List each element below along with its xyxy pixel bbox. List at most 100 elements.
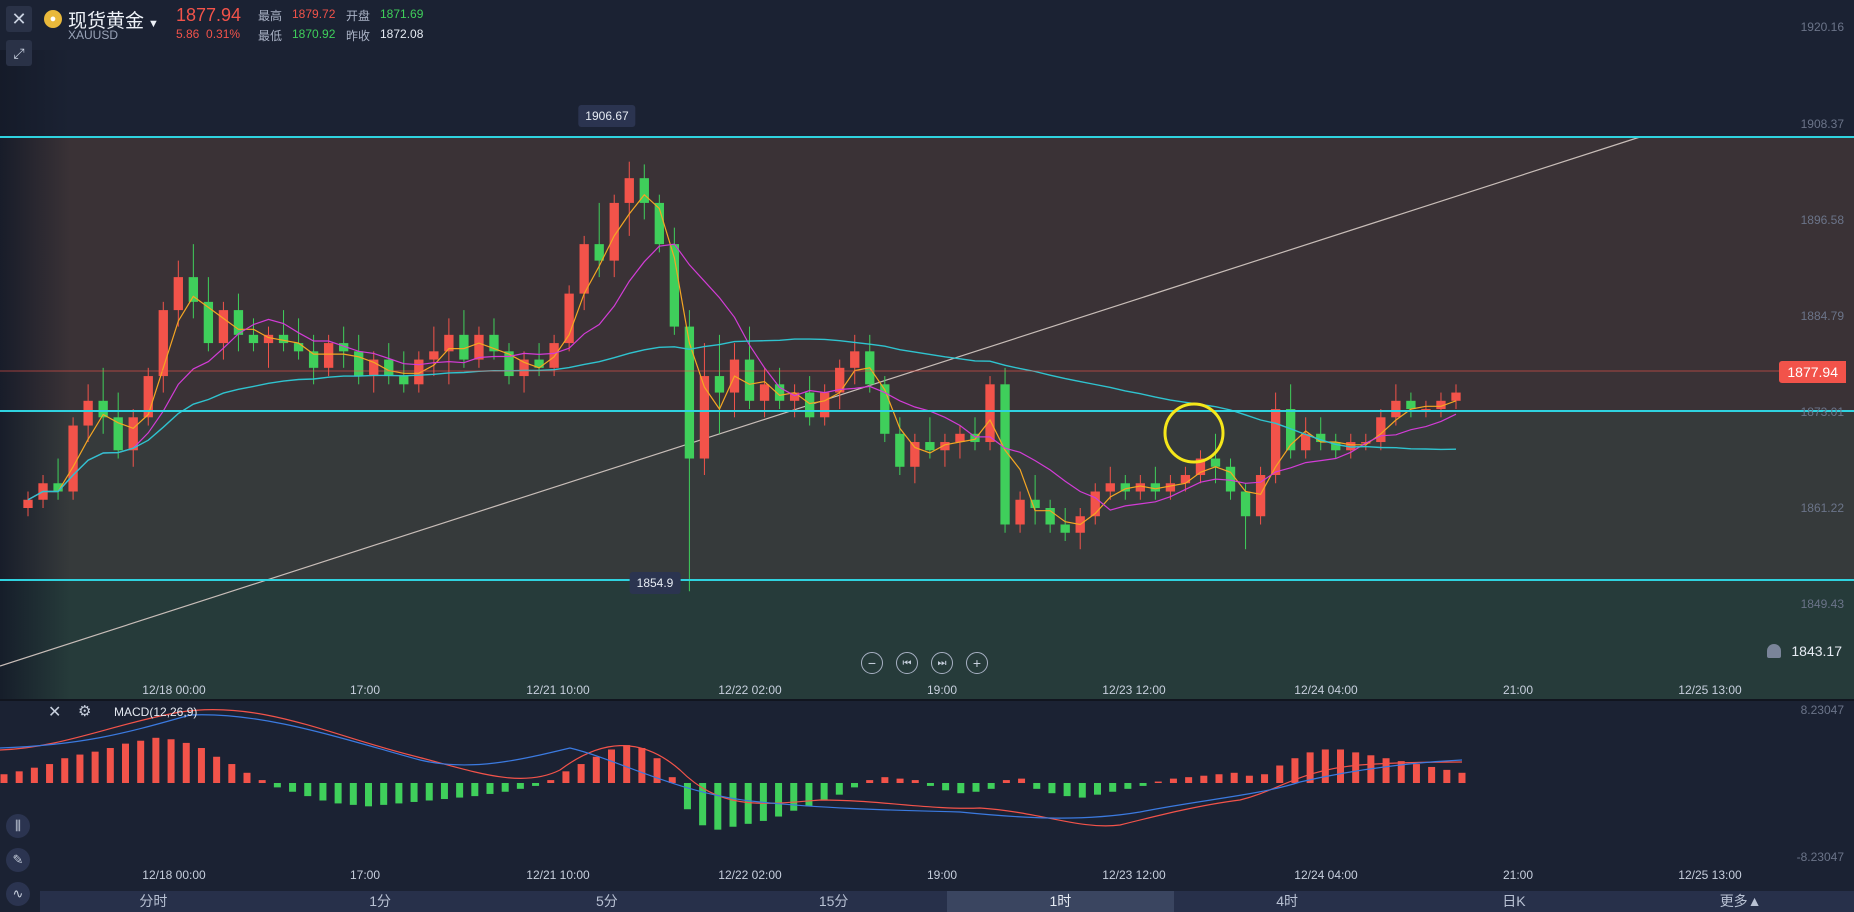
zone-upper <box>0 137 1854 411</box>
close-icon: ✕ <box>11 8 27 29</box>
tab-daily[interactable]: 日K <box>1502 893 1526 909</box>
current-price-tag: 1877.94 <box>1779 361 1846 383</box>
candle-body <box>1210 458 1221 467</box>
price-axis-label: 1920.16 <box>1800 20 1844 34</box>
chevron-down-icon: ▼ <box>148 18 159 30</box>
candle-body <box>459 334 469 360</box>
candle-body <box>308 351 319 368</box>
close-indicator-icon[interactable]: ✕ <box>48 704 62 721</box>
macd-bar <box>972 783 980 792</box>
macd-bar <box>562 771 570 783</box>
candle-body <box>1240 491 1251 517</box>
macd-bar <box>410 783 418 802</box>
price-alert[interactable]: 1843.17 <box>1767 643 1842 659</box>
zoom-in-button[interactable]: + <box>966 652 988 674</box>
tab-5min[interactable]: 5分 <box>595 893 618 909</box>
draw-tool-button[interactable]: ✎ <box>6 848 30 872</box>
macd-bar <box>456 783 464 798</box>
candle-body <box>1045 507 1055 525</box>
macd-bar <box>213 756 221 783</box>
tab-15min[interactable]: 15分 <box>818 893 849 909</box>
instrument-selector[interactable]: 现货黄金 ▼ <box>68 6 159 33</box>
candle-body <box>639 178 649 203</box>
time-axis-label: 19:00 <box>926 868 958 882</box>
candle-body <box>339 343 349 352</box>
macd-bar <box>471 783 479 797</box>
macd-bar <box>1443 769 1451 783</box>
macd-bar <box>1033 783 1041 789</box>
macd-bar <box>319 783 327 801</box>
macd-bar <box>592 756 600 783</box>
candle-body <box>68 425 78 492</box>
macd-histogram <box>0 737 1466 830</box>
tab-1hour[interactable]: 1时 <box>947 891 1174 912</box>
candle-body <box>323 343 334 368</box>
macd-bar <box>835 783 843 795</box>
macd-bar <box>1352 752 1360 783</box>
macd-bar <box>987 783 995 789</box>
tab-more[interactable]: 更多▲ <box>1719 893 1762 909</box>
chart-type-button[interactable]: ∿ <box>6 882 30 906</box>
macd-bar <box>683 783 691 810</box>
time-axis-label: 17:00 <box>349 683 381 697</box>
macd-bar <box>197 748 205 783</box>
indicator-button[interactable]: ⫼ <box>6 814 30 838</box>
settings-icon[interactable]: ⚙ <box>78 703 92 720</box>
highlight-circle[interactable] <box>1163 402 1225 464</box>
candle-body <box>895 433 905 467</box>
macd-bar <box>942 783 950 791</box>
zoom-out-button[interactable]: − <box>861 652 883 674</box>
candle-body <box>173 277 183 311</box>
macd-bar <box>1018 778 1026 783</box>
macd-bar <box>729 783 737 827</box>
macd-bar <box>122 743 129 783</box>
left-fade <box>0 50 70 700</box>
candle-body <box>850 351 860 368</box>
candle-body <box>429 351 439 360</box>
tab-4hour[interactable]: 4时 <box>1276 893 1299 909</box>
macd-bar <box>167 739 175 783</box>
scroll-end-button[interactable]: ⏭ <box>931 652 953 674</box>
price-axis-label: 1908.37 <box>1800 117 1844 131</box>
ma-mid-line <box>27 243 1457 511</box>
macd-bar <box>699 783 707 826</box>
close-button[interactable]: ✕ <box>6 6 32 32</box>
price-axis-label: 1873.01 <box>1800 405 1844 419</box>
candle-body <box>955 433 965 443</box>
candle-body <box>579 244 589 294</box>
tab-1min[interactable]: 1分 <box>369 893 392 909</box>
macd-bar <box>1397 761 1405 783</box>
macd-bar <box>61 758 69 783</box>
candle-body <box>1301 433 1311 451</box>
macd-bar <box>1002 780 1010 783</box>
candle-body <box>444 334 454 352</box>
last-price: 1877.94 <box>176 5 242 25</box>
candle-body <box>985 384 995 443</box>
macd-bar <box>152 737 160 783</box>
macd-bar <box>15 771 23 783</box>
macd-bar <box>1428 766 1436 783</box>
macd-bar <box>1382 758 1390 783</box>
candle-body <box>384 359 394 377</box>
high-marker-label: 1906.67 <box>578 105 636 127</box>
candle-body <box>669 244 680 327</box>
macd-bar <box>425 783 433 801</box>
scroll-start-button[interactable]: ⏮ <box>896 652 918 674</box>
candle-body <box>564 293 574 344</box>
macd-bar <box>608 749 615 783</box>
candle-body <box>1316 433 1326 443</box>
fullscreen-button[interactable]: ⤢ <box>6 40 32 66</box>
ma-slow-line <box>27 338 1457 501</box>
tab-timeshare[interactable]: 分时 <box>139 893 168 909</box>
candle-body <box>399 376 409 385</box>
time-axis-label: 12/18 00:00 <box>142 683 206 697</box>
candle-body <box>804 392 815 418</box>
macd-bar <box>638 748 646 783</box>
macd-bar <box>137 740 145 783</box>
candle-body <box>263 334 274 344</box>
time-axis-label: 12/24 04:00 <box>1294 868 1358 882</box>
prev-close-label: 昨收 <box>346 29 371 43</box>
macd-bar <box>46 764 54 783</box>
candle-body <box>128 417 138 451</box>
